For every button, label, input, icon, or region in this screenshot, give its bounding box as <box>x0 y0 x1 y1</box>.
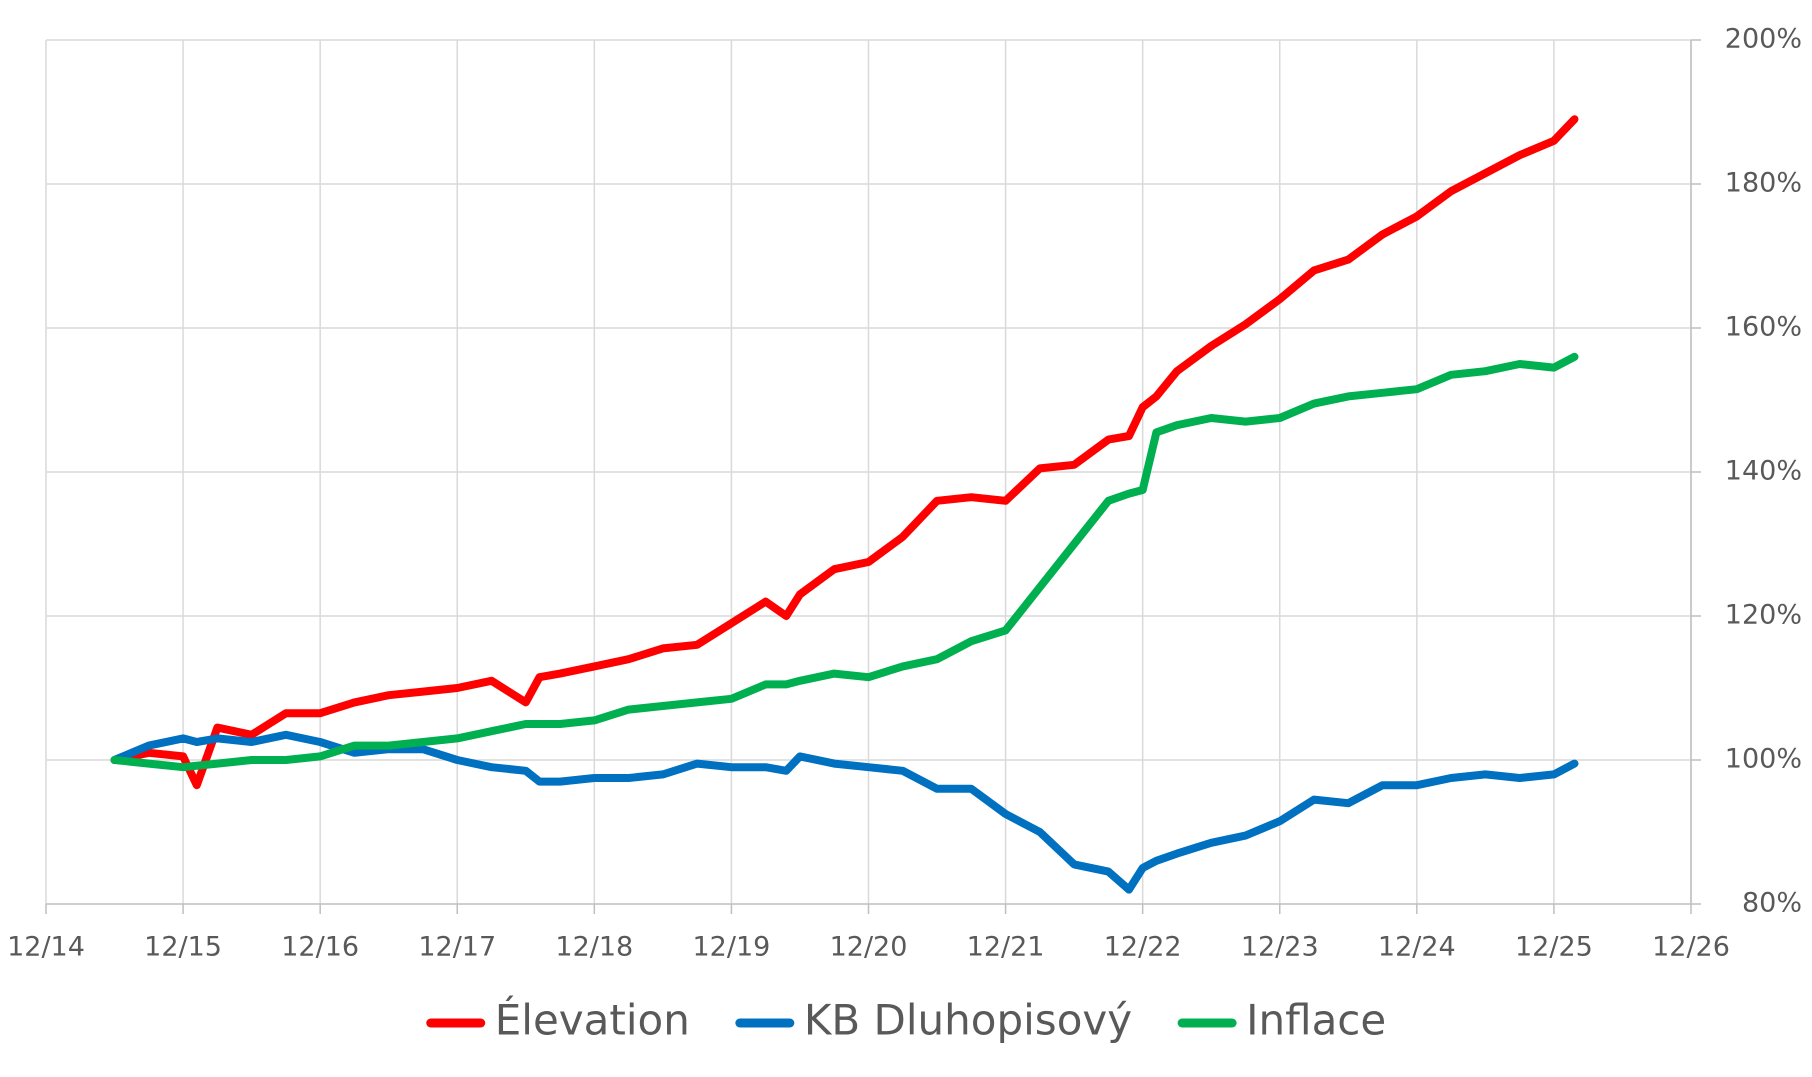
y-tick-label: 80% <box>1742 888 1802 919</box>
y-tick-label: 180% <box>1725 168 1802 199</box>
y-tick-label: 100% <box>1725 744 1802 775</box>
y-tick-label: 200% <box>1725 24 1802 55</box>
x-tick-label: 12/16 <box>281 932 359 963</box>
x-tick-label: 12/20 <box>830 932 908 963</box>
x-tick-label: 12/25 <box>1515 932 1593 963</box>
y-tick-label: 160% <box>1725 312 1802 343</box>
x-tick-label: 12/22 <box>1104 932 1182 963</box>
x-tick-label: 12/26 <box>1652 932 1730 963</box>
x-tick-label: 12/18 <box>555 932 633 963</box>
series-line <box>110 352 1579 772</box>
series-line <box>110 115 1579 790</box>
legend-label: Inflace <box>1246 996 1386 1045</box>
x-tick-label: 12/17 <box>418 932 496 963</box>
legend-label: Élevation <box>495 995 690 1045</box>
x-tick-label: 12/24 <box>1378 932 1456 963</box>
y-tick-label: 120% <box>1725 600 1802 631</box>
legend-label: KB Dluhopisový <box>804 996 1132 1045</box>
y-tick-label: 140% <box>1725 456 1802 487</box>
x-tick-label: 12/23 <box>1241 932 1319 963</box>
series-line <box>110 730 1579 894</box>
x-tick-label: 12/21 <box>967 932 1045 963</box>
x-tick-label: 12/14 <box>7 932 85 963</box>
x-tick-label: 12/19 <box>693 932 771 963</box>
x-tick-label: 12/15 <box>144 932 222 963</box>
